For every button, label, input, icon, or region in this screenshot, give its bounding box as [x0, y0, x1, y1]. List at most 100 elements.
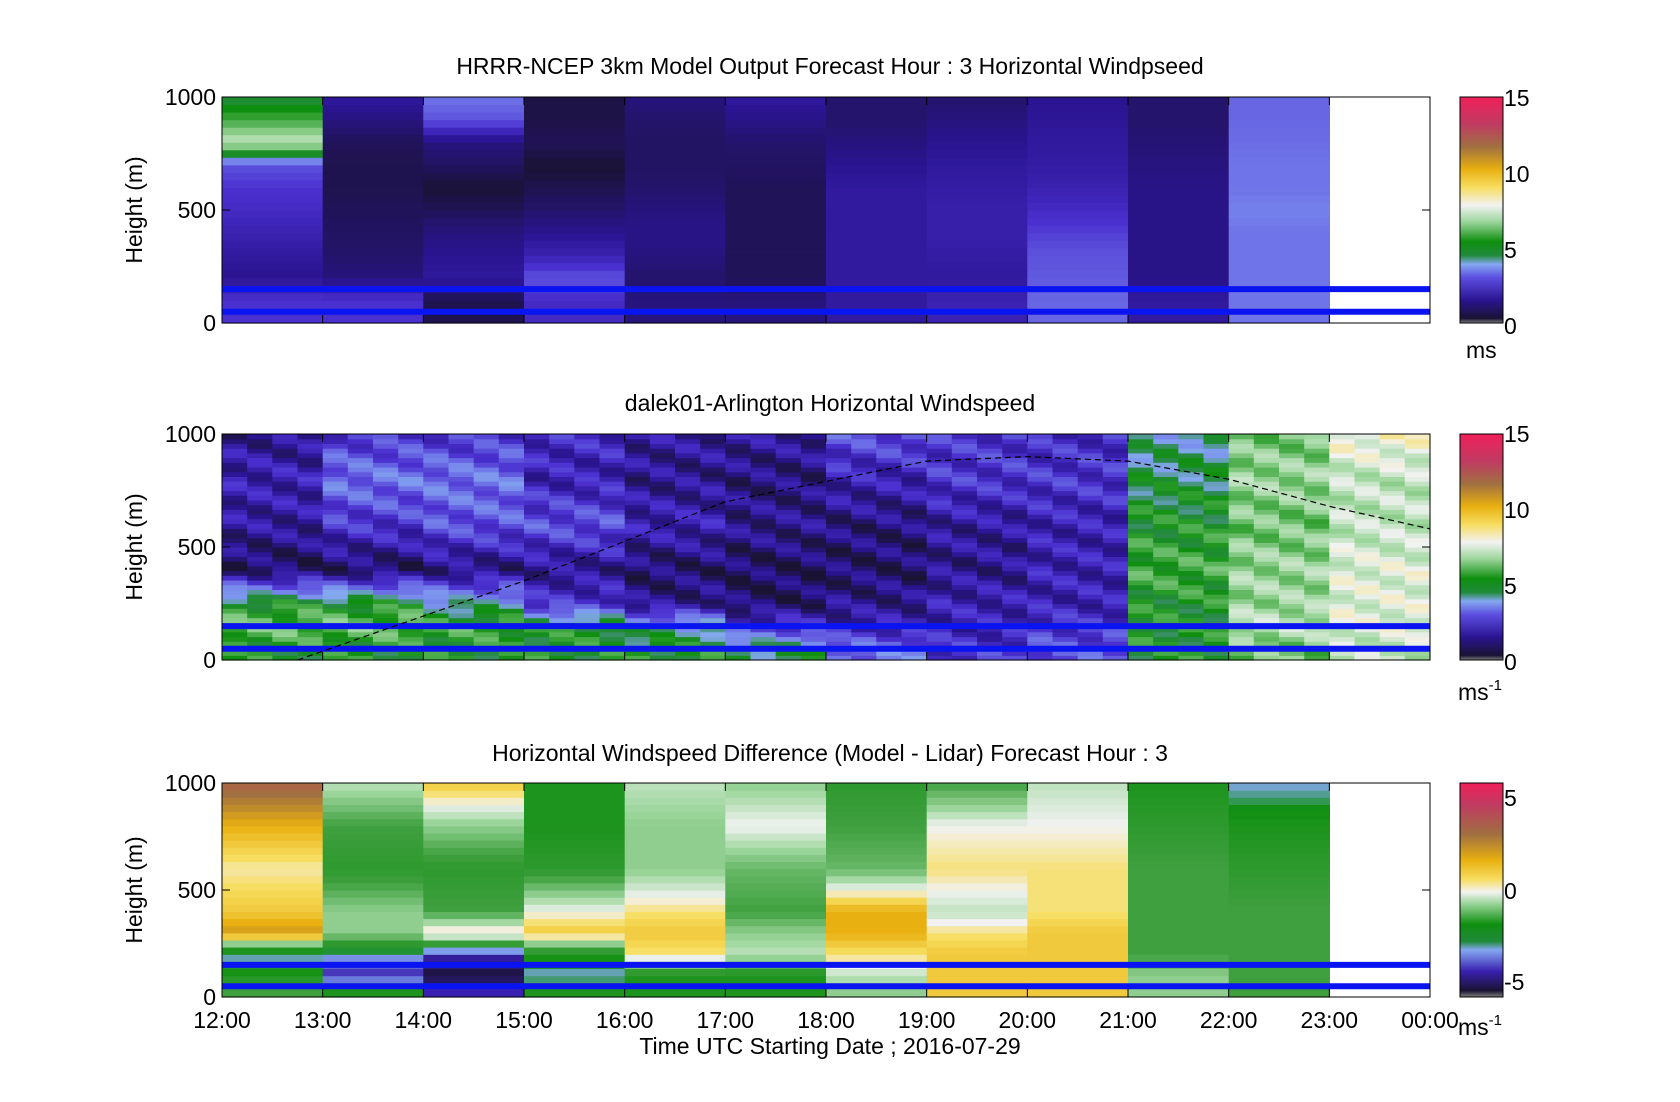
heatmap-cell — [624, 854, 726, 862]
heatmap-cell — [398, 434, 424, 440]
heatmap-cell — [775, 537, 802, 543]
heatmap-cell — [675, 462, 701, 468]
heatmap-cell — [977, 528, 1003, 534]
heatmap-cell — [1027, 854, 1129, 862]
heatmap-cell — [1052, 556, 1079, 562]
heatmap-cell — [951, 575, 978, 581]
heatmap-cell — [624, 636, 651, 642]
heatmap-cell — [322, 457, 349, 463]
heatmap-cell — [322, 142, 424, 151]
heatmap-cell — [373, 542, 399, 548]
heatmap-cell — [725, 875, 827, 884]
heatmap-cell — [297, 476, 324, 482]
heatmap-cell — [1153, 542, 1179, 548]
heatmap-cell — [1128, 217, 1230, 226]
heatmap-cell — [851, 627, 877, 633]
heatmap-cell — [247, 570, 273, 576]
heatmap-cell — [725, 580, 752, 586]
heatmap-cell — [1304, 570, 1330, 576]
heatmap-cell — [826, 518, 852, 525]
heatmap-cell — [951, 434, 978, 440]
heatmap-cell — [1077, 528, 1104, 534]
heatmap-cell — [1329, 617, 1356, 623]
heatmap-cell — [599, 509, 626, 515]
heatmap-cell — [951, 612, 978, 619]
heatmap-cell — [423, 438, 450, 444]
heatmap-cell — [373, 575, 399, 581]
heatmap-cell — [700, 495, 726, 501]
heatmap-cell — [1228, 157, 1330, 166]
heatmap-cell — [473, 636, 500, 642]
heatmap-cell — [800, 537, 827, 543]
heatmap-cell — [951, 528, 978, 534]
heatmap-cell — [1027, 187, 1129, 196]
heatmap-cell — [297, 542, 324, 548]
heatmap-cell — [725, 452, 752, 459]
heatmap-cell — [1279, 594, 1305, 600]
heatmap-cell — [901, 528, 928, 534]
heatmap-cell — [826, 989, 928, 998]
heatmap-cell — [1279, 476, 1305, 482]
heatmap-cell — [624, 194, 726, 203]
heatmap-cell — [1077, 608, 1104, 614]
heatmap-cell — [272, 448, 299, 454]
heatmap-cell — [1228, 443, 1255, 449]
heatmap-cell — [297, 580, 324, 586]
heatmap-cell — [322, 149, 424, 158]
heatmap-cell — [826, 584, 852, 590]
heatmap-cell — [222, 97, 324, 106]
heatmap-cell — [423, 918, 525, 927]
heatmap-cell — [1128, 262, 1230, 271]
heatmap-cell — [775, 528, 802, 534]
heatmap-cell — [247, 627, 273, 633]
heatmap-cell — [1329, 594, 1356, 600]
heatmap-cell — [1203, 499, 1230, 506]
heatmap-cell — [1052, 467, 1079, 473]
heatmap-cell — [373, 631, 399, 638]
heatmap-cell — [498, 608, 525, 614]
heatmap-cell — [549, 551, 575, 557]
heatmap-cell — [498, 584, 525, 590]
heatmap-cell — [1379, 532, 1406, 539]
heatmap-cell — [398, 598, 424, 605]
heatmap-cell — [926, 127, 1028, 136]
heatmap-cell — [247, 598, 273, 605]
heatmap-cell — [1077, 565, 1104, 572]
heatmap-cell — [1203, 594, 1230, 600]
heatmap-cell — [1228, 490, 1255, 496]
heatmap-cell — [1329, 537, 1356, 543]
heatmap-cell — [549, 537, 575, 543]
heatmap-cell — [926, 890, 1028, 898]
heatmap-cell — [876, 452, 903, 459]
heatmap-cell — [448, 471, 475, 477]
heatmap-cell — [1052, 655, 1079, 661]
heatmap-cell — [272, 509, 299, 515]
heatmap-cell — [222, 119, 324, 128]
heatmap-cell — [826, 119, 928, 128]
heatmap-cell — [977, 448, 1003, 454]
heatmap-cell — [423, 179, 525, 188]
heatmap-cell — [524, 954, 626, 962]
heatmap-cell — [1102, 448, 1129, 454]
heatmap-cell — [1128, 97, 1230, 106]
heatmap-cell — [700, 655, 726, 661]
heatmap-cell — [398, 509, 424, 515]
heatmap-cell — [297, 598, 324, 605]
heatmap-cell — [1128, 617, 1154, 623]
heatmap-cell — [876, 434, 903, 440]
heatmap-cell — [649, 481, 676, 487]
heatmap-cell — [599, 655, 626, 661]
heatmap-cell — [926, 97, 1028, 106]
heatmap-cell — [1128, 875, 1230, 884]
heatmap-cell — [649, 476, 676, 482]
heatmap-cell — [322, 467, 349, 473]
heatmap-cell — [423, 565, 450, 572]
heatmap-cell — [1128, 968, 1230, 977]
heatmap-cell — [398, 636, 424, 642]
heatmap-cell — [498, 438, 525, 444]
heatmap-cell — [1128, 104, 1230, 113]
heatmap-cell — [700, 641, 726, 647]
heatmap-cell — [549, 547, 575, 553]
heatmap-cell — [851, 467, 877, 473]
heatmap-cell — [1354, 448, 1381, 454]
